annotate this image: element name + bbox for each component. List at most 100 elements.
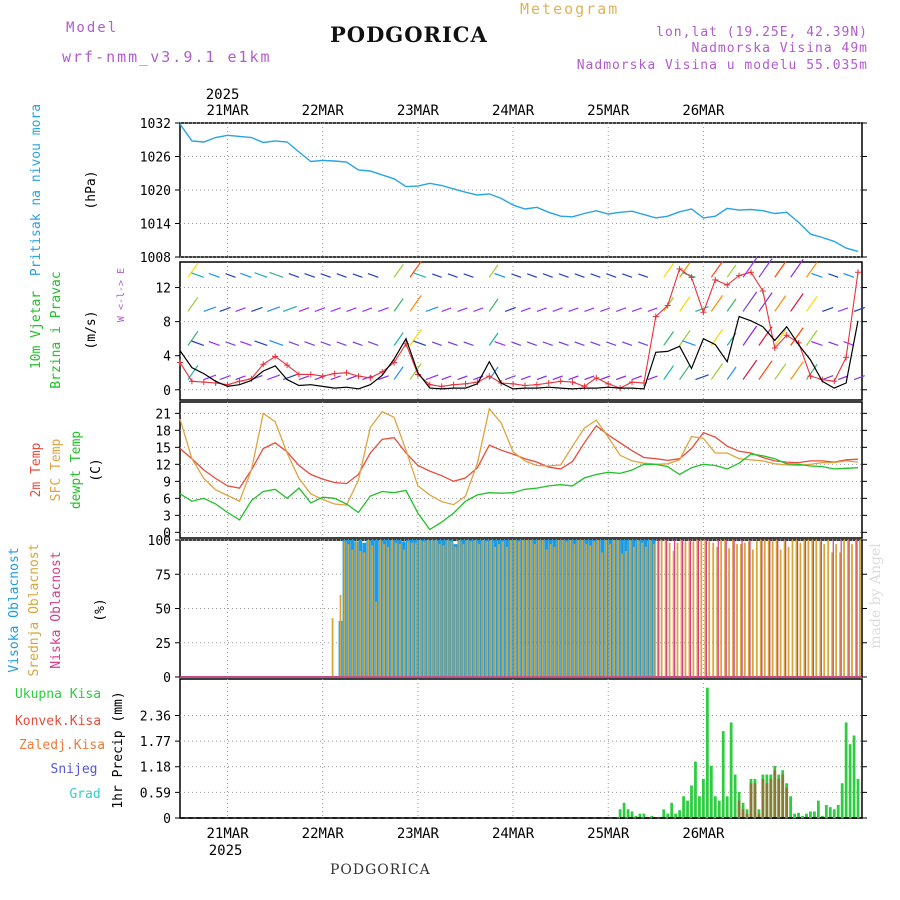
precip-conv-bar (745, 813, 749, 818)
cloud-bar-mid (736, 544, 738, 677)
cloud-bar-low (666, 540, 668, 677)
cloud-bar-mid (474, 540, 477, 677)
cloud-bar-low (674, 540, 676, 677)
wind-arrow (336, 273, 347, 278)
wind-gust-marker (700, 309, 707, 316)
precip-total-bar (713, 796, 717, 818)
cloud-bar-low (717, 540, 719, 677)
precip-total-bar (793, 813, 796, 818)
cloud-bar-mid (748, 541, 750, 677)
cloud-bar-mid (688, 541, 691, 677)
wind-gust-line (179, 267, 859, 389)
wind-arrow (511, 273, 522, 278)
wind-arrow (304, 273, 316, 278)
wind-gust-marker (284, 362, 291, 369)
wind-gust-marker (236, 378, 243, 385)
ytick-label: 25 (155, 637, 171, 652)
wind-arrow (790, 259, 804, 278)
wind-arrow (413, 272, 427, 278)
cloud-bar-low (741, 540, 743, 677)
cloud-bar-mid (680, 540, 683, 677)
wind-arrow (526, 341, 538, 347)
wind-gust-marker (855, 269, 862, 276)
pressure-line (179, 123, 859, 253)
wind-arrow (679, 296, 691, 312)
top-year-label: 2025 (206, 87, 240, 103)
wind-gust-marker (736, 272, 743, 279)
precip-total-bar (824, 804, 828, 818)
meteogram-label: Meteogram (520, 0, 620, 18)
cloud-bar-mid (371, 545, 374, 677)
temp-side-label-1: 2m Temp (29, 442, 44, 497)
cloud-side-label-3: Niska Oblacnost (49, 551, 64, 668)
precip-total-bar (805, 813, 808, 818)
cloud-bar-mid (569, 540, 572, 677)
cloud-bar-mid (506, 546, 508, 677)
wind-arrow (269, 271, 284, 278)
cloud-bar-mid (839, 552, 841, 677)
cloud-bar-mid (430, 540, 433, 677)
wind-gust-marker (177, 359, 183, 366)
wind-arrow (187, 330, 199, 346)
ytick-label: 1014 (140, 218, 171, 233)
ytick-label: 0 (163, 671, 171, 686)
pressure-side-label: Pritisak na nivou mora (29, 104, 44, 276)
ytick-label: 1026 (140, 151, 171, 166)
precip-total-bar (705, 687, 709, 818)
cloud-bar-mid (478, 544, 481, 677)
ytick-label: 75 (155, 568, 171, 583)
wind-arrow (622, 341, 633, 347)
wind-arrow (663, 297, 674, 312)
cloud-bar-mid (672, 550, 675, 677)
wind-arrow (758, 258, 773, 278)
cloud-bar-mid (613, 540, 615, 677)
cloud-bar-mid (656, 541, 659, 677)
wind-arrow (843, 341, 855, 347)
cloud-bar-mid (767, 540, 770, 677)
precip-legend-5: Grad (69, 787, 100, 802)
cloud-bar-mid (549, 544, 552, 677)
precip-total-bar (666, 813, 670, 818)
elevation-model-label: Nadmorska Visina u modelu 55.035m (576, 58, 868, 73)
wind-arrow (600, 307, 611, 312)
precip-total-bar (702, 778, 705, 818)
cloud-bar-mid (494, 546, 497, 677)
wind-speed-line (179, 315, 859, 390)
wind-arrow (710, 260, 724, 278)
cloud-bar-mid (625, 550, 627, 677)
wind-arrow (600, 375, 611, 381)
bottom-date-label: 23MAR (397, 826, 440, 842)
cloud-bar-mid (755, 541, 758, 677)
precip-conv-bar (769, 778, 773, 818)
cloud-bar-mid (652, 544, 655, 677)
cloud-bar-mid (795, 540, 798, 677)
cloud-bar-low (856, 540, 858, 677)
wind-arrow (378, 307, 389, 312)
wind-arrow (679, 364, 691, 380)
precip-total-bar (698, 796, 701, 818)
precip-total-bar (828, 807, 832, 818)
cloud-bar-low (769, 540, 771, 677)
ytick-label: 100 (148, 534, 171, 549)
ytick-label: 2.36 (140, 709, 171, 724)
wind-arrow (726, 264, 737, 278)
top-date-label: 23MAR (397, 103, 440, 119)
wind-arrow (574, 273, 585, 278)
wind-gust-marker (605, 380, 612, 387)
cloud-bar-mid (617, 540, 619, 677)
top-date-label: 24MAR (492, 103, 535, 119)
ytick-label: 15 (155, 441, 171, 456)
wind-gust-marker (545, 379, 552, 386)
cloud-bar-mid (815, 540, 818, 677)
model-name: wrf-nmm_v3.9.1 e1km (62, 48, 272, 66)
wind-arrow (631, 307, 642, 312)
cloud-bar-mid (597, 540, 600, 677)
wind-arrow (320, 341, 331, 347)
cloud-bar-mid (807, 540, 810, 677)
wind-arrow (409, 260, 422, 278)
wind-arrow (441, 375, 452, 381)
temp-side-label-2: SFC Temp (49, 439, 64, 502)
wind-arrow (526, 273, 538, 278)
precip-legend-3: Zaledj.Kisa (19, 738, 105, 753)
